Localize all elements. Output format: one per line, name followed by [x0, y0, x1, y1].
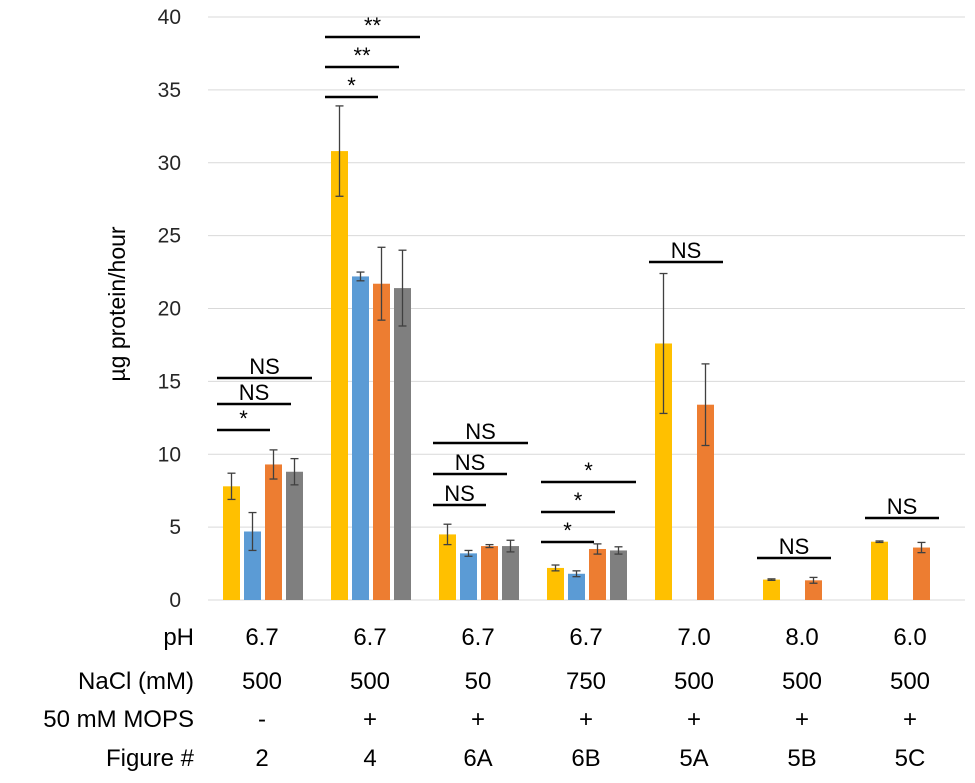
y-tick-label: 10 [158, 443, 181, 466]
bar [871, 541, 888, 600]
bar [805, 580, 822, 600]
significance-label: ** [364, 13, 382, 38]
significance-label: NS [239, 380, 270, 405]
condition-value: + [687, 706, 701, 733]
condition-row-label: pH [163, 624, 194, 651]
significance-label: NS [465, 419, 496, 444]
bar [373, 283, 390, 600]
condition-value: 4 [363, 745, 376, 772]
bar [697, 404, 714, 600]
condition-value: 5A [679, 745, 708, 772]
condition-value: 50 [465, 668, 492, 695]
condition-value: 750 [566, 668, 606, 695]
bar [763, 579, 780, 600]
significance-label: * [584, 458, 593, 483]
condition-value: 5B [787, 745, 816, 772]
bar [547, 567, 564, 600]
bar [244, 531, 261, 600]
condition-value: 6.7 [569, 624, 602, 651]
condition-value: 6.7 [461, 624, 494, 651]
error-bars [227, 105, 926, 584]
y-tick-label: 30 [158, 152, 181, 175]
condition-value: 500 [242, 668, 282, 695]
y-axis-label: µg protein/hour [104, 226, 130, 382]
bar [589, 548, 606, 600]
condition-value: 2 [255, 745, 268, 772]
condition-row-label: Figure # [106, 745, 195, 772]
bar [610, 550, 627, 600]
significance-label: * [574, 488, 583, 513]
condition-row-label: 50 mM MOPS [43, 706, 194, 733]
y-tick-label: 40 [158, 6, 181, 29]
bar [394, 288, 411, 600]
y-axis-ticks: 0 5 10 15 20 25 30 35 40 [158, 6, 181, 612]
condition-row-label: NaCl (mM) [78, 668, 194, 695]
condition-value: 6.7 [353, 624, 386, 651]
significance-label: ** [353, 43, 371, 68]
condition-value: 500 [782, 668, 822, 695]
y-tick-label: 15 [158, 370, 181, 393]
bar [655, 343, 672, 600]
bar [331, 151, 348, 600]
bar [286, 471, 303, 600]
condition-value: 5C [895, 745, 926, 772]
significance-label: NS [671, 238, 702, 263]
condition-value: 7.0 [677, 624, 710, 651]
condition-value: 6A [463, 745, 492, 772]
condition-value: 500 [350, 668, 390, 695]
significance-label: NS [249, 354, 280, 379]
condition-table: pH 6.7 6.7 6.7 6.7 7.0 8.0 6.0 NaCl (mM) 500 500 50… [43, 624, 930, 772]
y-tick-label: 20 [158, 298, 181, 321]
condition-value: + [471, 706, 485, 733]
bar [265, 464, 282, 600]
bars [223, 151, 930, 600]
significance-label: * [563, 518, 572, 543]
bar [568, 573, 585, 600]
bar [439, 534, 456, 600]
y-tick-label: 35 [158, 79, 181, 102]
condition-value: + [579, 706, 593, 733]
condition-value: 500 [674, 668, 714, 695]
significance-label: NS [455, 450, 486, 475]
significance-label: NS [887, 494, 918, 519]
condition-value: 8.0 [785, 624, 818, 651]
bar [352, 276, 369, 600]
condition-value: 6.7 [245, 624, 278, 651]
y-tick-label: 0 [169, 589, 181, 612]
bar [460, 553, 477, 600]
y-tick-label: 25 [158, 225, 181, 248]
condition-value: + [795, 706, 809, 733]
condition-value: 500 [890, 668, 930, 695]
condition-value: 6B [571, 745, 600, 772]
condition-value: + [363, 706, 377, 733]
condition-value: 6.0 [893, 624, 926, 651]
bar [481, 546, 498, 600]
y-tick-label: 5 [169, 516, 181, 539]
significance-label: * [347, 73, 356, 98]
condition-value: - [258, 706, 266, 733]
significance-label: NS [444, 481, 475, 506]
bar [913, 547, 930, 600]
bar [223, 486, 240, 600]
significance-label: NS [779, 534, 810, 559]
condition-value: + [903, 706, 917, 733]
bar [502, 546, 519, 600]
significance-label: * [239, 406, 248, 431]
